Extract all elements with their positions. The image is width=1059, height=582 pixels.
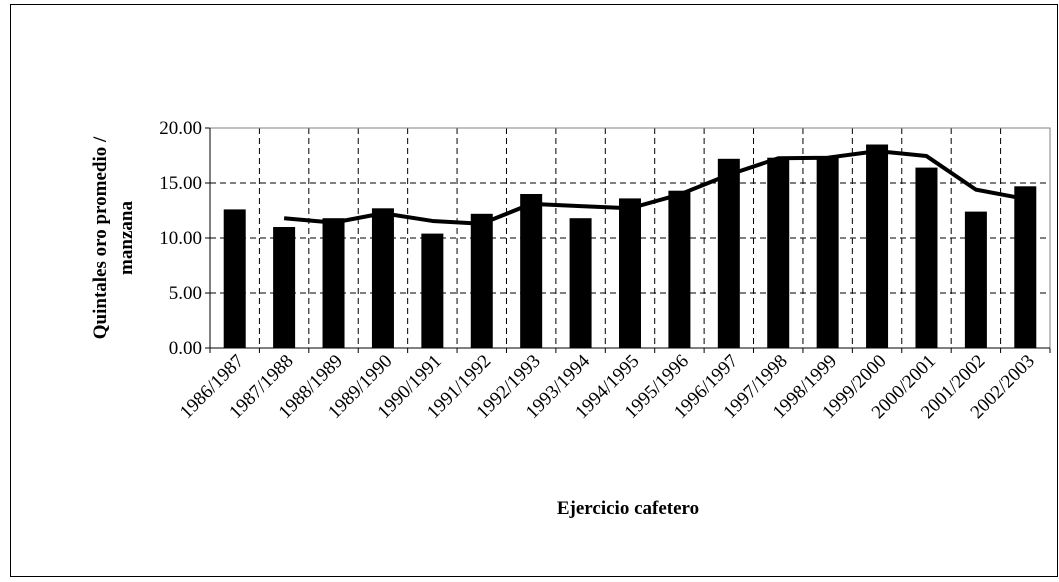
y-tick-label: 0.00: [169, 338, 202, 359]
bar: [767, 157, 790, 348]
y-tick-label: 5.00: [169, 283, 202, 304]
bar: [619, 198, 641, 348]
bar: [520, 194, 543, 348]
bar: [915, 167, 938, 348]
bar: [569, 218, 592, 348]
bar: [866, 144, 889, 348]
bar: [668, 190, 691, 348]
y-tick-label: 15.00: [159, 173, 202, 194]
bar: [1014, 186, 1037, 348]
bar: [273, 227, 296, 348]
bar: [717, 158, 740, 348]
bar: [816, 157, 839, 348]
y-tick-label: 10.00: [159, 228, 202, 249]
bar: [470, 213, 493, 348]
bar: [223, 209, 246, 348]
y-axis-label: Quintales oro promedio / manzana: [90, 136, 137, 339]
x-axis-label: Ejercicio cafetero: [557, 498, 699, 519]
bar: [421, 233, 444, 348]
bar: [964, 211, 987, 348]
y-tick-label: 20.00: [159, 118, 202, 139]
line: [283, 149, 1026, 226]
bar: [371, 208, 394, 348]
bar: [322, 218, 345, 348]
